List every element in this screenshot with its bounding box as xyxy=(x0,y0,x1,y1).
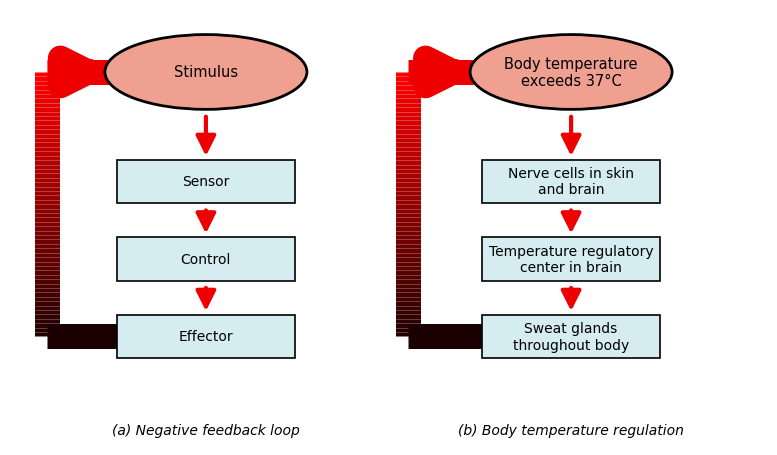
Text: Sensor: Sensor xyxy=(183,175,229,189)
FancyBboxPatch shape xyxy=(482,315,660,359)
Text: (b) Body temperature regulation: (b) Body temperature regulation xyxy=(458,423,684,437)
Ellipse shape xyxy=(105,35,307,110)
Text: Temperature regulatory
center in brain: Temperature regulatory center in brain xyxy=(489,244,653,274)
FancyBboxPatch shape xyxy=(482,161,660,204)
Text: Sweat glands
throughout body: Sweat glands throughout body xyxy=(513,322,629,352)
Text: Nerve cells in skin
and brain: Nerve cells in skin and brain xyxy=(508,167,634,197)
Ellipse shape xyxy=(470,35,672,110)
FancyBboxPatch shape xyxy=(117,161,295,204)
Text: Stimulus: Stimulus xyxy=(174,66,238,80)
Text: Control: Control xyxy=(181,253,231,266)
Text: (a) Negative feedback loop: (a) Negative feedback loop xyxy=(112,423,300,437)
Text: Body temperature
exceeds 37°C: Body temperature exceeds 37°C xyxy=(504,56,638,89)
FancyBboxPatch shape xyxy=(482,238,660,281)
Text: Effector: Effector xyxy=(179,330,233,344)
FancyBboxPatch shape xyxy=(117,238,295,281)
FancyBboxPatch shape xyxy=(117,315,295,359)
